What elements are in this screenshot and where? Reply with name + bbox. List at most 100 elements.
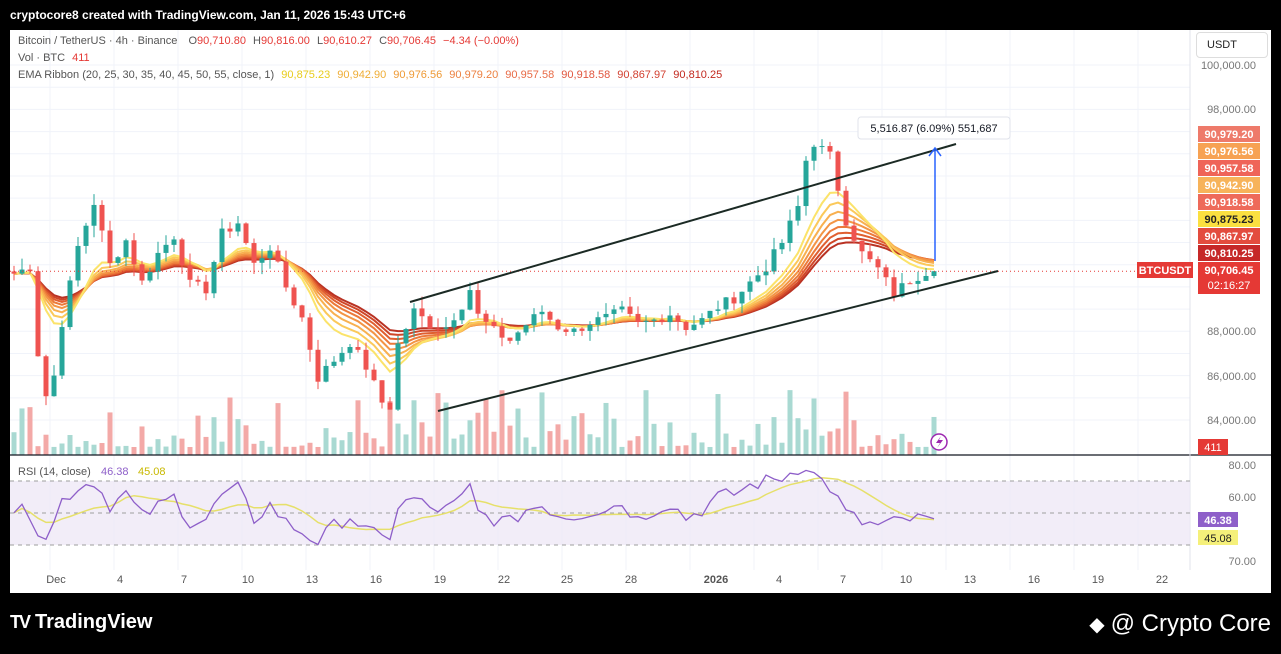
candle (387, 402, 393, 410)
price-chart[interactable]: 5,516.87 (6.09%) 551,687 RSI (14, close) 4… (10, 30, 1271, 593)
candle (227, 228, 233, 232)
volume-bar (683, 445, 689, 455)
price-tag-box (1198, 245, 1260, 261)
volume-bar (491, 431, 497, 455)
volume-bar (603, 402, 609, 455)
candle (611, 309, 617, 314)
legend-change: −4.34 (−0.00%) (443, 35, 519, 47)
volume-bar (43, 434, 49, 455)
x-tick-label: 13 (964, 574, 976, 586)
candle (371, 369, 377, 381)
volume-bar (75, 446, 81, 455)
legend-open: 90,710.80 (197, 35, 246, 47)
candle (11, 271, 17, 274)
volume-bar (427, 436, 433, 455)
candle (315, 349, 321, 382)
volume-bar (371, 438, 377, 455)
volume-bar (347, 432, 353, 455)
candle (403, 329, 409, 344)
top-bar: cryptocore8 created with TradingView.com… (0, 0, 1281, 30)
candle (459, 309, 465, 321)
volume-bar (715, 394, 721, 455)
candle (43, 356, 49, 397)
candle (539, 311, 545, 315)
candle (827, 146, 833, 152)
legend-ema-value-4: 90,979.20 (449, 69, 499, 81)
countdown-tag: 02:16:27 (1208, 280, 1251, 292)
candle (899, 283, 905, 297)
candle (859, 240, 865, 252)
candle (547, 311, 553, 320)
candle (699, 318, 705, 325)
candle (483, 313, 489, 322)
symbol-tag-box (1137, 262, 1193, 278)
rsi-tick-label: 70.00 (1228, 556, 1256, 568)
volume-bar (475, 412, 481, 455)
x-tick-label: 16 (370, 574, 382, 586)
price-tag: 90,918.58 (1205, 197, 1254, 209)
volume-bar (579, 413, 585, 455)
candle (507, 337, 513, 341)
candle (563, 329, 569, 332)
volume-bar (627, 440, 633, 455)
volume-bar (91, 444, 97, 455)
candle (491, 321, 497, 327)
volume-bar (211, 417, 217, 455)
candle (819, 146, 825, 148)
volume-bar (171, 435, 177, 455)
volume-bar (899, 433, 905, 455)
volume-tag-box (1198, 439, 1228, 455)
binance-diamond-icon: ◆ (1089, 614, 1105, 636)
volume-bar (35, 446, 41, 455)
candle (331, 361, 337, 366)
legend-ema-value-6: 90,918.58 (561, 69, 611, 81)
candle (803, 160, 809, 207)
volume-bar (803, 429, 809, 455)
candle (691, 324, 697, 330)
volume-bar (891, 439, 897, 455)
candle (635, 313, 641, 322)
legend-high: 90,816.00 (260, 35, 310, 47)
x-tick-label: 4 (117, 574, 123, 586)
rsi-legend-label: RSI (14, close) (18, 466, 91, 478)
volume-bar (595, 437, 601, 455)
candle (571, 328, 577, 332)
candle (203, 281, 209, 294)
volume-bar (851, 420, 857, 455)
candle (715, 309, 721, 311)
price-tag: 90,942.90 (1205, 180, 1254, 192)
volume-bar (363, 432, 369, 455)
crypto-core-wordmark: @ Crypto Core (1110, 610, 1271, 637)
volume-bar (507, 425, 513, 455)
candle (187, 265, 193, 280)
candle (627, 306, 633, 314)
volume-bar (907, 441, 913, 455)
candle (531, 314, 537, 326)
candle (323, 365, 329, 382)
legend-open-label: O (188, 35, 198, 47)
chart-frame[interactable]: 5,516.87 (6.09%) 551,687 RSI (14, close) 4… (10, 30, 1271, 593)
legend-close-label: C (379, 35, 388, 47)
volume-bar (739, 439, 745, 455)
measure-label-box (857, 116, 1011, 140)
candle (883, 267, 889, 278)
volume-bar (411, 400, 417, 455)
legend-symbol: Bitcoin / TetherUS · 4h · Binance (18, 35, 178, 47)
rsi-legend-ma-value: 45.08 (138, 466, 166, 478)
y-tick-label: 98,000.00 (1207, 104, 1256, 116)
currency-button[interactable]: USDT (1196, 32, 1268, 58)
price-tag-box (1198, 143, 1260, 159)
volume-bar (499, 390, 505, 455)
candle (139, 264, 145, 281)
candle (659, 319, 665, 323)
volume-bar (147, 446, 153, 455)
volume-bar (259, 440, 265, 455)
candle (163, 244, 169, 253)
candle (51, 375, 57, 397)
last-price-tag: 90,706.45 (1205, 265, 1254, 277)
candle (195, 279, 201, 282)
candle (267, 250, 273, 259)
volume-bar (483, 399, 489, 455)
x-tick-label: 19 (434, 574, 446, 586)
candle (259, 258, 265, 263)
